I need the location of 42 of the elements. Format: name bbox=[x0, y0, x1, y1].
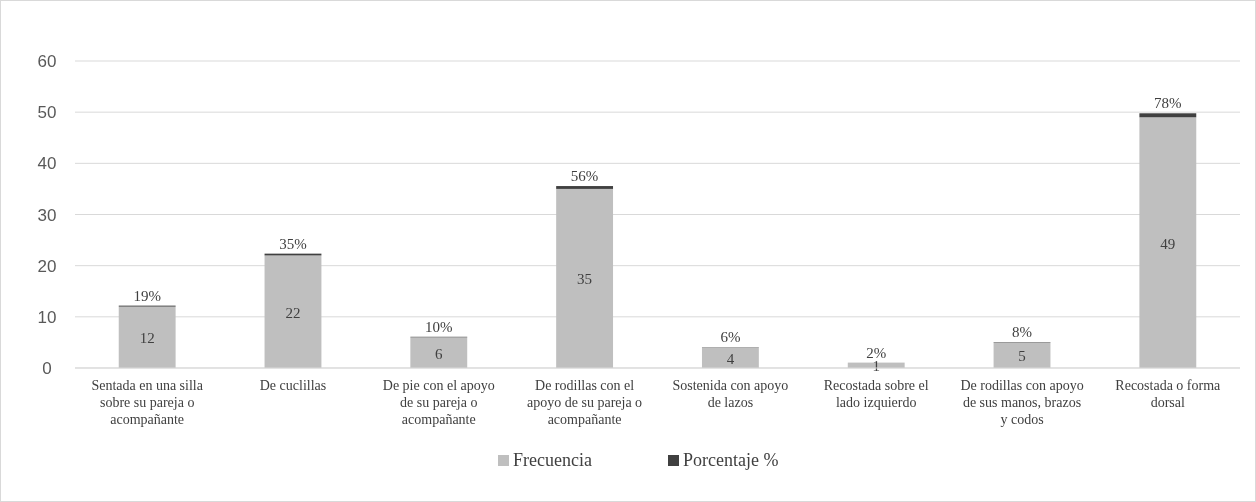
x-tick-label: Recostada o forma dorsal bbox=[1115, 378, 1222, 410]
bar bbox=[556, 188, 614, 368]
y-tick-label: 0 bbox=[42, 359, 52, 378]
data-label: 49 bbox=[1160, 235, 1176, 252]
bar bbox=[410, 337, 468, 368]
x-tick-label: De pie con el apoyo de su pareja o acompañante bbox=[382, 378, 495, 427]
data-label: 6% bbox=[720, 329, 741, 346]
y-tick-label: 20 bbox=[37, 256, 57, 276]
data-label: 4 bbox=[726, 350, 735, 367]
data-label: 19% bbox=[133, 287, 161, 304]
data-label: 8% bbox=[1012, 324, 1033, 341]
x-tick-label: Recostada sobre el lado izquierdo bbox=[823, 378, 929, 410]
data-label: 1 bbox=[872, 358, 880, 375]
x-tick-label: Sostenida con apoyo de lazos bbox=[672, 378, 789, 410]
bar bbox=[264, 255, 322, 368]
data-label: 6 bbox=[435, 345, 444, 362]
data-label: 35 bbox=[577, 271, 593, 288]
y-tick-label: 10 bbox=[37, 307, 57, 327]
y-tick-label: 60 bbox=[37, 52, 57, 71]
legend-label: Porcentaje % bbox=[683, 450, 779, 470]
data-label: 10% bbox=[425, 318, 453, 335]
data-label: 22 bbox=[285, 304, 301, 321]
y-tick-label: 40 bbox=[37, 154, 57, 174]
bar bbox=[118, 306, 176, 368]
legend-label: Frecuencia bbox=[513, 450, 592, 470]
data-label: 2% bbox=[866, 344, 887, 361]
x-tick-label: De rodillas con el apoyo de su pareja o acompañante bbox=[527, 378, 643, 427]
data-label: 35% bbox=[279, 235, 307, 252]
data-label: 12 bbox=[139, 330, 155, 347]
x-tick-label: De cuclillas bbox=[259, 378, 327, 393]
x-tick-label: Sentada en una silla sobre su pareja o acompañante bbox=[91, 378, 204, 427]
bar bbox=[701, 347, 759, 368]
data-label: 5 bbox=[1018, 348, 1026, 365]
bar bbox=[993, 342, 1051, 368]
bar bbox=[1139, 113, 1197, 118]
x-tick-label: De rodillas con apoyo de sus manos, brazos y codos bbox=[960, 378, 1084, 427]
data-label: 78% bbox=[1154, 95, 1182, 112]
bar bbox=[556, 186, 614, 189]
y-tick-label: 30 bbox=[37, 205, 57, 225]
bar bbox=[1139, 117, 1197, 368]
data-label: 56% bbox=[570, 168, 599, 185]
y-tick-label: 50 bbox=[37, 103, 57, 123]
